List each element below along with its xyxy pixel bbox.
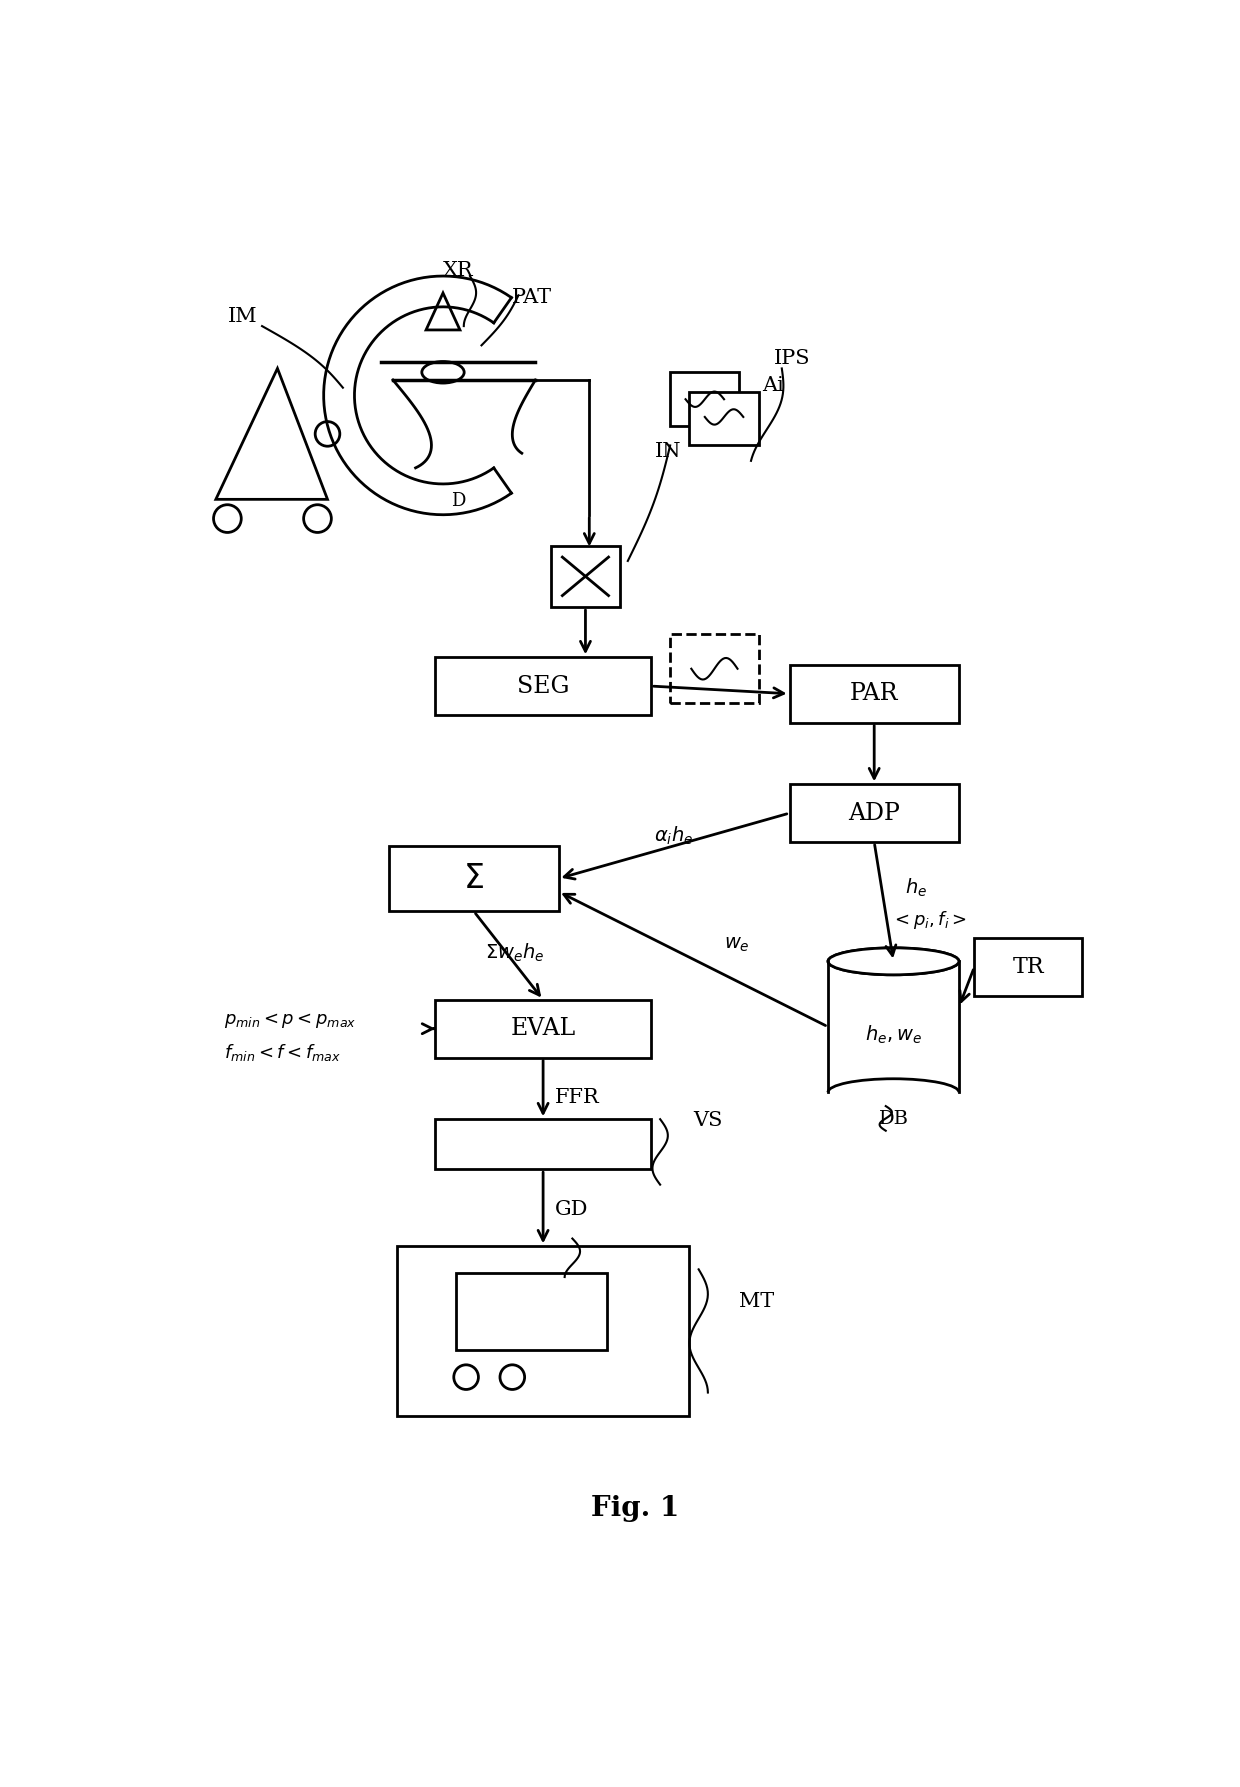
FancyBboxPatch shape bbox=[435, 1119, 651, 1169]
Text: $\Sigma w_e h_e$: $\Sigma w_e h_e$ bbox=[485, 942, 544, 965]
FancyBboxPatch shape bbox=[790, 784, 959, 842]
FancyBboxPatch shape bbox=[389, 845, 558, 911]
Text: D: D bbox=[451, 491, 465, 509]
Text: ADP: ADP bbox=[848, 802, 900, 824]
Text: Ai: Ai bbox=[763, 375, 785, 395]
Text: MT: MT bbox=[739, 1292, 775, 1312]
FancyBboxPatch shape bbox=[435, 1001, 651, 1058]
Text: $\Sigma$: $\Sigma$ bbox=[464, 863, 485, 895]
Text: IM: IM bbox=[227, 307, 257, 325]
Text: $w_e$: $w_e$ bbox=[724, 936, 750, 954]
Text: FFR: FFR bbox=[554, 1088, 599, 1108]
Text: SEG: SEG bbox=[517, 674, 569, 697]
Text: $< p_i, f_i >$: $< p_i, f_i >$ bbox=[890, 908, 967, 931]
Text: $h_e, w_e$: $h_e, w_e$ bbox=[866, 1024, 923, 1045]
Text: $p_{min}< p < p_{max}$: $p_{min}< p < p_{max}$ bbox=[223, 1011, 356, 1031]
Text: $f_{min}< f < f_{max}$: $f_{min}< f < f_{max}$ bbox=[223, 1042, 341, 1063]
Text: $\alpha_i h_e$: $\alpha_i h_e$ bbox=[655, 826, 693, 847]
FancyBboxPatch shape bbox=[670, 372, 739, 425]
Text: $h_e$: $h_e$ bbox=[905, 877, 928, 899]
Ellipse shape bbox=[828, 947, 959, 976]
FancyBboxPatch shape bbox=[790, 665, 959, 722]
FancyBboxPatch shape bbox=[975, 938, 1083, 995]
Text: DB: DB bbox=[878, 1110, 909, 1128]
Text: TR: TR bbox=[1012, 956, 1044, 977]
Text: PAR: PAR bbox=[849, 683, 899, 706]
FancyBboxPatch shape bbox=[689, 391, 759, 445]
Text: VS: VS bbox=[693, 1112, 723, 1131]
FancyBboxPatch shape bbox=[456, 1272, 606, 1351]
FancyBboxPatch shape bbox=[670, 634, 759, 704]
Text: IN: IN bbox=[655, 441, 681, 461]
FancyBboxPatch shape bbox=[397, 1246, 689, 1415]
FancyBboxPatch shape bbox=[435, 658, 651, 715]
Text: EVAL: EVAL bbox=[511, 1017, 575, 1040]
Text: IPS: IPS bbox=[774, 348, 811, 368]
Text: XR: XR bbox=[443, 261, 474, 279]
Text: GD: GD bbox=[554, 1201, 588, 1219]
Text: Fig. 1: Fig. 1 bbox=[591, 1494, 680, 1521]
Ellipse shape bbox=[828, 947, 959, 976]
FancyBboxPatch shape bbox=[551, 545, 620, 608]
Text: PAT: PAT bbox=[512, 288, 553, 307]
